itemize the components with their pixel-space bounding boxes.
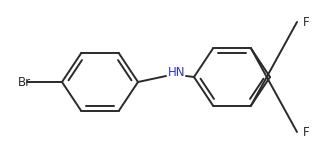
Text: F: F bbox=[303, 16, 310, 29]
Text: F: F bbox=[303, 126, 310, 139]
Text: HN: HN bbox=[168, 66, 186, 78]
Text: Br: Br bbox=[18, 75, 31, 89]
